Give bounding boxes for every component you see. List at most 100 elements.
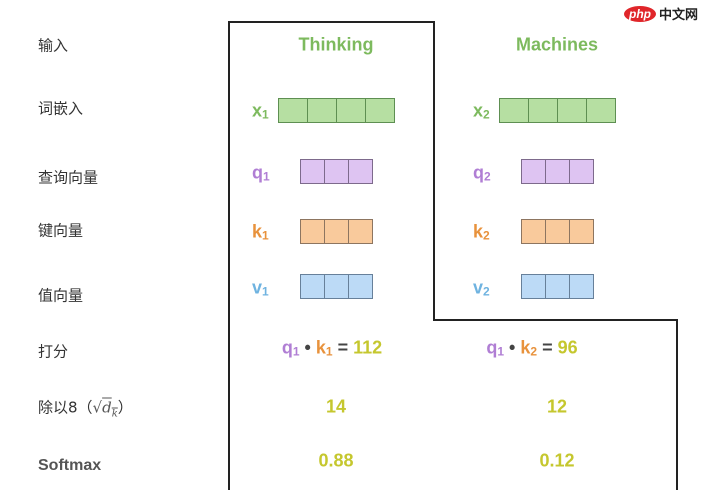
score-k-sub: 1 xyxy=(325,344,333,359)
q2-sub: 2 xyxy=(484,169,491,184)
token-machines: Machines xyxy=(515,34,599,55)
dk: dk xyxy=(102,398,118,420)
x1-sub: 1 xyxy=(262,107,269,122)
score-q-name: q xyxy=(486,337,498,358)
score-q: q1 xyxy=(281,337,300,359)
q2-label: q2 xyxy=(473,163,491,184)
v2-label: v2 xyxy=(473,278,490,299)
k1-vector xyxy=(300,219,373,244)
row-label-embedding: 词嵌入 xyxy=(38,99,84,118)
vector-cell xyxy=(301,220,325,243)
divide-suffix: ） xyxy=(117,398,133,417)
token-thinking: Thinking xyxy=(298,34,374,55)
vector-cell xyxy=(570,160,593,183)
dot-operator: • xyxy=(509,337,516,358)
vector-cell xyxy=(522,275,546,298)
divide-prefix: 除以8（ xyxy=(38,398,93,417)
softmax-machines: 0.12 xyxy=(539,450,575,471)
v1-label: v1 xyxy=(252,278,269,299)
score-q-name: q xyxy=(281,337,293,358)
score-k: k2 xyxy=(520,337,538,359)
x2-name: x xyxy=(473,100,484,121)
k2-label: k2 xyxy=(473,222,490,243)
q2-name: q xyxy=(473,162,484,183)
equals-sign: = xyxy=(542,337,553,358)
vector-cell xyxy=(546,160,570,183)
k2-sub: 2 xyxy=(483,228,490,243)
row-label-score: 打分 xyxy=(38,342,69,361)
x2-label: x2 xyxy=(473,101,490,122)
k1-label: k1 xyxy=(252,222,269,243)
sqrt-dk-formula: √dk xyxy=(92,398,118,420)
v1-vector xyxy=(300,274,373,299)
vector-cell xyxy=(529,99,558,122)
score-thinking: q1 • k1 = 112 xyxy=(282,338,382,359)
vector-cell xyxy=(570,275,593,298)
vector-cell xyxy=(325,160,349,183)
score-k: k1 xyxy=(315,337,333,359)
score-q: q1 xyxy=(486,337,505,359)
scaled-score-machines: 12 xyxy=(546,396,568,417)
vector-cell xyxy=(558,99,587,122)
q1-name: q xyxy=(252,162,263,183)
k2-vector xyxy=(521,219,594,244)
k2-name: k xyxy=(473,221,484,242)
vector-cell xyxy=(546,220,570,243)
d-symbol: d xyxy=(102,398,112,417)
vector-cell xyxy=(349,160,372,183)
equals-sign: = xyxy=(337,337,349,358)
score-k-name: k xyxy=(520,337,531,358)
v2-vector xyxy=(521,274,594,299)
x2-sub: 2 xyxy=(483,107,490,122)
watermark-php: php xyxy=(624,5,656,22)
vector-cell xyxy=(570,220,593,243)
row-label-key: 键向量 xyxy=(38,221,84,240)
vector-cell xyxy=(522,160,546,183)
dot-operator: • xyxy=(304,337,311,358)
vector-cell xyxy=(366,99,394,122)
row-label-softmax: Softmax xyxy=(38,457,102,474)
v1-sub: 1 xyxy=(262,284,269,299)
k1-name: k xyxy=(252,221,263,242)
v1-name: v xyxy=(252,277,263,298)
x1-vector xyxy=(278,98,395,123)
k1-sub: 1 xyxy=(262,228,269,243)
score-value: 112 xyxy=(353,337,383,358)
v2-name: v xyxy=(473,277,484,298)
watermark-text: 中文网 xyxy=(659,8,699,23)
vector-cell xyxy=(337,99,366,122)
score-q-sub: 1 xyxy=(292,344,300,359)
score-q-sub: 1 xyxy=(497,344,505,359)
v2-sub: 2 xyxy=(483,284,490,299)
vector-cell xyxy=(349,275,372,298)
vector-cell xyxy=(308,99,337,122)
softmax-thinking: 0.88 xyxy=(318,450,354,471)
scaled-score-thinking: 14 xyxy=(325,396,347,417)
vector-cell xyxy=(301,275,325,298)
vector-cell xyxy=(522,220,546,243)
row-label-input: 输入 xyxy=(38,36,69,55)
x1-name: x xyxy=(252,100,263,121)
watermark-logo: php 中文网 xyxy=(624,4,698,23)
k-subscript: k xyxy=(111,408,118,420)
score-k-sub: 2 xyxy=(530,344,538,359)
row-label-value: 值向量 xyxy=(38,286,84,305)
score-machines: q1 • k2 = 96 xyxy=(486,338,577,359)
vector-cell xyxy=(301,160,325,183)
vector-cell xyxy=(279,99,308,122)
score-value: 96 xyxy=(557,337,578,358)
score-k-name: k xyxy=(315,337,326,358)
vector-cell xyxy=(546,275,570,298)
vector-cell xyxy=(349,220,372,243)
q1-vector xyxy=(300,159,373,184)
row-label-query: 查询向量 xyxy=(38,168,99,187)
q2-vector xyxy=(521,159,594,184)
sqrt-symbol: √ xyxy=(92,398,103,417)
q1-sub: 1 xyxy=(263,169,270,184)
vector-cell xyxy=(500,99,529,122)
vector-cell xyxy=(325,275,349,298)
vector-cell xyxy=(325,220,349,243)
vector-cell xyxy=(587,99,615,122)
